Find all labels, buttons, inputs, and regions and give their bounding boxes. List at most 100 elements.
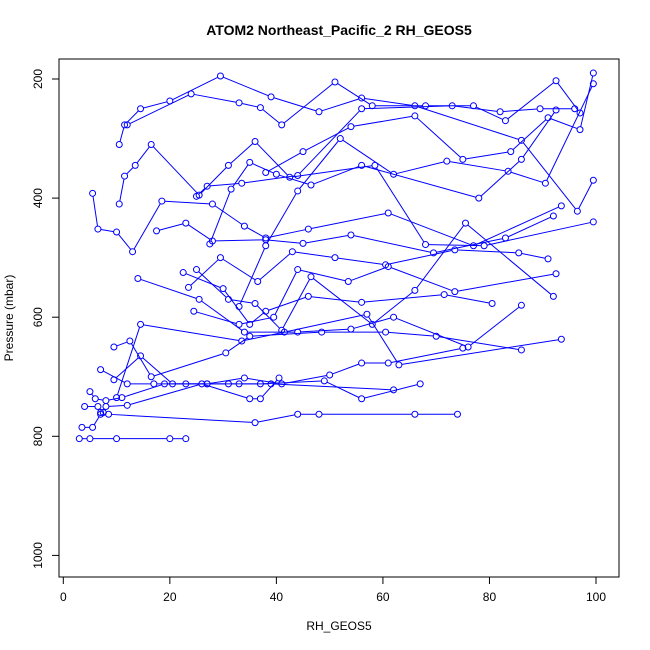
data-point: [549, 212, 557, 220]
profile-segment: [364, 105, 450, 110]
data-point: [158, 197, 166, 205]
data-point: [294, 410, 302, 418]
data-point: [326, 371, 334, 379]
profile-segment: [374, 291, 413, 323]
data-point: [206, 240, 214, 248]
data-point: [182, 435, 190, 443]
profile-segment: [580, 75, 594, 127]
data-point: [382, 328, 390, 336]
data-point: [552, 77, 560, 85]
profile-segment: [118, 234, 132, 250]
profile-segment: [266, 193, 297, 244]
data-point: [344, 277, 352, 285]
profile-segment: [222, 258, 256, 281]
data-point: [153, 227, 161, 235]
profile-segment: [152, 146, 198, 194]
x-tick-label: 100: [586, 590, 606, 604]
data-point: [113, 435, 121, 443]
profile-line-17: [115, 72, 597, 215]
data-point: [235, 320, 243, 328]
data-point: [123, 401, 131, 409]
data-point: [430, 249, 438, 257]
data-point: [147, 141, 155, 149]
data-point: [272, 170, 280, 178]
data-point: [461, 219, 469, 227]
data-point: [318, 328, 326, 336]
profile-segment: [136, 146, 150, 164]
data-point: [137, 105, 145, 113]
profile-line-2: [78, 410, 461, 431]
data-point: [557, 335, 565, 343]
data-point: [115, 200, 123, 208]
data-point: [270, 313, 278, 321]
profile-segment: [388, 250, 453, 265]
profile-segment: [119, 127, 125, 142]
profile-segment: [282, 279, 311, 328]
data-point: [78, 423, 86, 431]
profile-segment: [232, 164, 249, 187]
data-point: [224, 295, 232, 303]
profile-segment: [300, 328, 348, 333]
data-point: [94, 225, 102, 233]
data-point: [251, 300, 259, 308]
data-point: [475, 194, 483, 202]
x-tick-label: 80: [483, 590, 497, 604]
data-point: [557, 202, 565, 210]
data-point: [504, 167, 512, 175]
profile-segment: [210, 191, 231, 242]
profile-segment: [546, 86, 593, 181]
profile-line-11: [190, 263, 560, 328]
data-point: [299, 239, 307, 247]
x-axis-label: RH_GEOS5: [306, 619, 372, 633]
y-axis: 200 400 600 800 1000: [31, 69, 60, 569]
profile-segment: [321, 98, 359, 112]
data-point: [411, 286, 419, 294]
profile-line-15: [89, 189, 565, 256]
data-point: [129, 248, 137, 256]
profile-line-10: [179, 269, 496, 328]
data-point: [99, 408, 107, 416]
profile-segment: [119, 178, 125, 202]
data-point: [304, 225, 312, 233]
data-point: [573, 207, 581, 215]
profile-segment: [470, 306, 520, 346]
profile-line-9: [134, 274, 525, 351]
data-point: [166, 435, 174, 443]
data-point: [115, 141, 123, 149]
profile-segment: [268, 296, 306, 311]
data-point: [134, 274, 142, 282]
data-point: [238, 179, 246, 187]
profile-segment: [204, 384, 248, 399]
profile-segment: [476, 206, 559, 245]
profile-segment: [337, 257, 383, 265]
profile-line-1: [75, 435, 190, 443]
data-point: [190, 307, 198, 315]
profile-line-3: [81, 374, 283, 416]
profile-segment: [364, 384, 418, 399]
data-point: [227, 185, 235, 193]
data-point: [208, 200, 216, 208]
profile-segment: [313, 165, 359, 185]
profile-segment: [311, 213, 386, 229]
profile-segment: [129, 94, 189, 124]
profile-segment: [388, 331, 434, 337]
profile-line-13: [184, 246, 552, 291]
profile-segment: [268, 152, 301, 172]
profile-segment: [300, 269, 346, 282]
profile-line-7: [110, 328, 525, 381]
profile-segment: [129, 384, 200, 405]
profile-segment: [274, 383, 391, 391]
data-point: [147, 373, 155, 381]
data-point: [536, 105, 544, 113]
data-point: [179, 269, 187, 277]
data-point: [97, 408, 105, 416]
data-point: [422, 102, 430, 110]
profile-segment: [390, 267, 453, 292]
data-point: [222, 349, 230, 357]
profile-segment: [447, 294, 490, 304]
data-point: [544, 114, 552, 122]
data-point: [411, 410, 419, 418]
data-point: [137, 320, 145, 328]
data-point: [240, 222, 248, 230]
profile-segment: [246, 227, 264, 237]
